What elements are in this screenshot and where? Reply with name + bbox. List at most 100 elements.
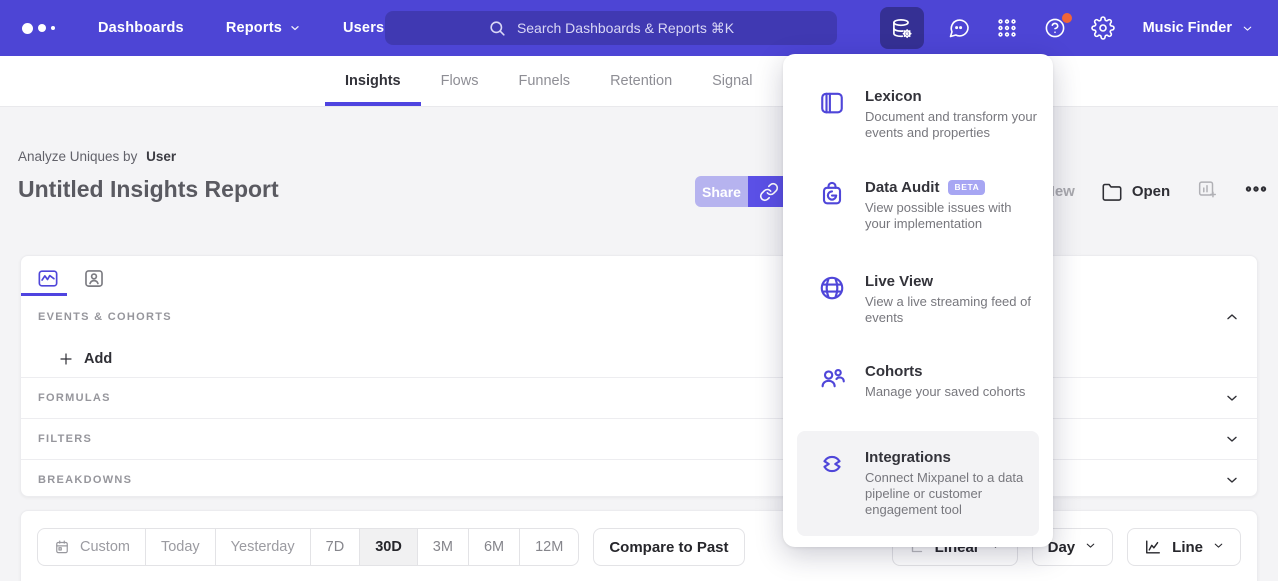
menu-item-title: Data Audit BETA bbox=[865, 179, 1037, 196]
menu-item-data-audit[interactable]: Data Audit BETA View possible issues wit… bbox=[783, 171, 1053, 265]
integrations-sync-icon bbox=[817, 449, 847, 479]
interval-label: Day bbox=[1047, 538, 1076, 556]
section-label: FILTERS bbox=[38, 433, 93, 445]
top-navbar: Dashboards Reports Users Search Dashboar… bbox=[0, 0, 1278, 56]
navbar-right-cluster: Music Finder bbox=[879, 0, 1278, 56]
menu-item-description: View possible issues with your implement… bbox=[865, 200, 1012, 231]
chart-toolbar-card: Custom Today Yesterday 7D 30D 3M 6M 12M … bbox=[20, 510, 1258, 581]
lexicon-book-icon bbox=[817, 88, 847, 118]
chevron-down-icon bbox=[1224, 390, 1240, 406]
beta-badge: BETA bbox=[948, 180, 986, 195]
database-gear-icon bbox=[889, 16, 914, 41]
open-button[interactable]: Open bbox=[1101, 181, 1170, 203]
menu-item-description: View a live streaming feed of events bbox=[865, 294, 1031, 325]
tab-insights[interactable]: Insights bbox=[325, 56, 421, 106]
section-label: BREAKDOWNS bbox=[38, 474, 133, 486]
date-range-custom[interactable]: Custom bbox=[38, 529, 145, 565]
board-add-icon bbox=[1199, 181, 1217, 198]
open-label: Open bbox=[1131, 183, 1171, 200]
section-formulas[interactable]: FORMULAS bbox=[21, 377, 1257, 418]
chevron-down-icon bbox=[1224, 472, 1240, 488]
date-range-3m[interactable]: 3M bbox=[416, 529, 468, 565]
data-management-dropdown: Lexicon Document and transform your even… bbox=[783, 54, 1053, 547]
nav-item-dashboards[interactable]: Dashboards bbox=[98, 20, 184, 36]
chart-type-dropdown[interactable]: Line bbox=[1127, 528, 1241, 566]
tab-funnels[interactable]: Funnels bbox=[518, 73, 571, 89]
tab-signal[interactable]: Signal bbox=[712, 73, 753, 89]
nav-item-label: Reports bbox=[225, 20, 282, 36]
menu-item-lexicon[interactable]: Lexicon Document and transform your even… bbox=[783, 80, 1053, 171]
section-events-cohorts[interactable]: EVENTS & COHORTS bbox=[21, 303, 1257, 330]
link-icon bbox=[759, 182, 779, 201]
active-tab-underline bbox=[21, 292, 67, 296]
query-builder-card: EVENTS & COHORTS Add FORMULAS FILTERS BR… bbox=[20, 255, 1258, 497]
date-range-7d[interactable]: 7D bbox=[309, 529, 360, 565]
menu-item-description: Document and transform your events and p… bbox=[865, 109, 1037, 140]
users-view-tab[interactable] bbox=[80, 265, 107, 291]
menu-item-title: Cohorts bbox=[865, 363, 923, 380]
mixpanel-logo-icon bbox=[22, 22, 62, 34]
search-input[interactable]: Search Dashboards & Reports ⌘K bbox=[385, 11, 837, 45]
tab-flows[interactable]: Flows bbox=[440, 73, 479, 89]
menu-item-live-view[interactable]: Live View View a live streaming feed of … bbox=[783, 265, 1053, 355]
report-tabs: Insights Flows Funnels Retention Signal … bbox=[0, 56, 1278, 107]
nav-item-label: Dashboards bbox=[98, 20, 184, 36]
notification-dot bbox=[1061, 12, 1072, 23]
menu-item-title: Lexicon bbox=[865, 88, 922, 105]
nav-links: Dashboards Reports Users bbox=[98, 20, 384, 36]
chart-zigzag-icon bbox=[38, 269, 57, 287]
segment-label: Custom bbox=[80, 539, 130, 555]
menu-item-description: Connect Mixpanel to a data pipeline or c… bbox=[865, 470, 1024, 517]
apps-grid-icon[interactable] bbox=[995, 16, 1020, 41]
chevron-down-icon bbox=[1086, 543, 1095, 548]
chevron-down-icon bbox=[1214, 543, 1223, 548]
chevron-up-icon bbox=[1224, 309, 1240, 325]
feedback-bubble-icon[interactable] bbox=[947, 16, 972, 41]
chevron-down-icon bbox=[291, 26, 299, 31]
calendar-icon bbox=[56, 540, 68, 554]
add-to-board-button[interactable] bbox=[1196, 178, 1218, 205]
builder-view-tabs bbox=[21, 256, 1257, 296]
header-actions: New Open bbox=[1044, 177, 1268, 206]
nav-item-reports[interactable]: Reports bbox=[226, 20, 301, 36]
section-label: EVENTS & COHORTS bbox=[38, 310, 172, 323]
date-range-yesterday[interactable]: Yesterday bbox=[214, 529, 310, 565]
menu-item-cohorts[interactable]: Cohorts Manage your saved cohorts bbox=[783, 355, 1053, 431]
search-placeholder: Search Dashboards & Reports ⌘K bbox=[516, 19, 735, 36]
data-management-button[interactable] bbox=[879, 7, 924, 49]
date-range-30d[interactable]: 30D bbox=[359, 529, 417, 565]
person-card-icon bbox=[84, 269, 103, 287]
date-range-segmented-control: Custom Today Yesterday 7D 30D 3M 6M 12M bbox=[37, 528, 580, 566]
chart-type-label: Line bbox=[1172, 538, 1203, 556]
section-breakdowns[interactable]: BREAKDOWNS bbox=[21, 459, 1257, 500]
events-view-tab[interactable] bbox=[34, 265, 61, 291]
project-switcher[interactable]: Music Finder bbox=[1143, 20, 1254, 36]
compare-to-past-button[interactable]: Compare to Past bbox=[593, 528, 745, 566]
share-split-button: Share bbox=[695, 176, 790, 207]
tab-retention[interactable]: Retention bbox=[610, 73, 673, 89]
chevron-down-icon bbox=[1224, 431, 1240, 447]
analyze-uniques-label: Analyze Uniques by User bbox=[18, 149, 176, 164]
nav-item-users[interactable]: Users bbox=[343, 20, 384, 36]
more-dots-icon bbox=[1245, 186, 1267, 192]
page-title[interactable]: Untitled Insights Report bbox=[18, 176, 279, 202]
menu-item-integrations[interactable]: Integrations Connect Mixpanel to a data … bbox=[797, 431, 1039, 536]
more-options-button[interactable] bbox=[1244, 177, 1268, 206]
date-range-today[interactable]: Today bbox=[144, 529, 215, 565]
folder-icon bbox=[1102, 183, 1122, 201]
data-audit-icon bbox=[817, 179, 847, 209]
share-button[interactable]: Share bbox=[695, 176, 748, 207]
date-range-6m[interactable]: 6M bbox=[467, 529, 519, 565]
add-label: Add bbox=[84, 351, 113, 367]
cohorts-people-icon bbox=[817, 363, 847, 393]
date-range-12m[interactable]: 12M bbox=[519, 529, 578, 565]
settings-gear-icon[interactable] bbox=[1091, 16, 1116, 41]
add-event-button[interactable]: Add bbox=[21, 330, 1257, 377]
analyze-value[interactable]: User bbox=[146, 149, 177, 164]
line-chart-icon bbox=[1146, 540, 1161, 554]
help-icon[interactable] bbox=[1043, 12, 1072, 41]
search-icon bbox=[490, 20, 505, 36]
section-filters[interactable]: FILTERS bbox=[21, 418, 1257, 459]
plus-icon bbox=[60, 353, 72, 365]
